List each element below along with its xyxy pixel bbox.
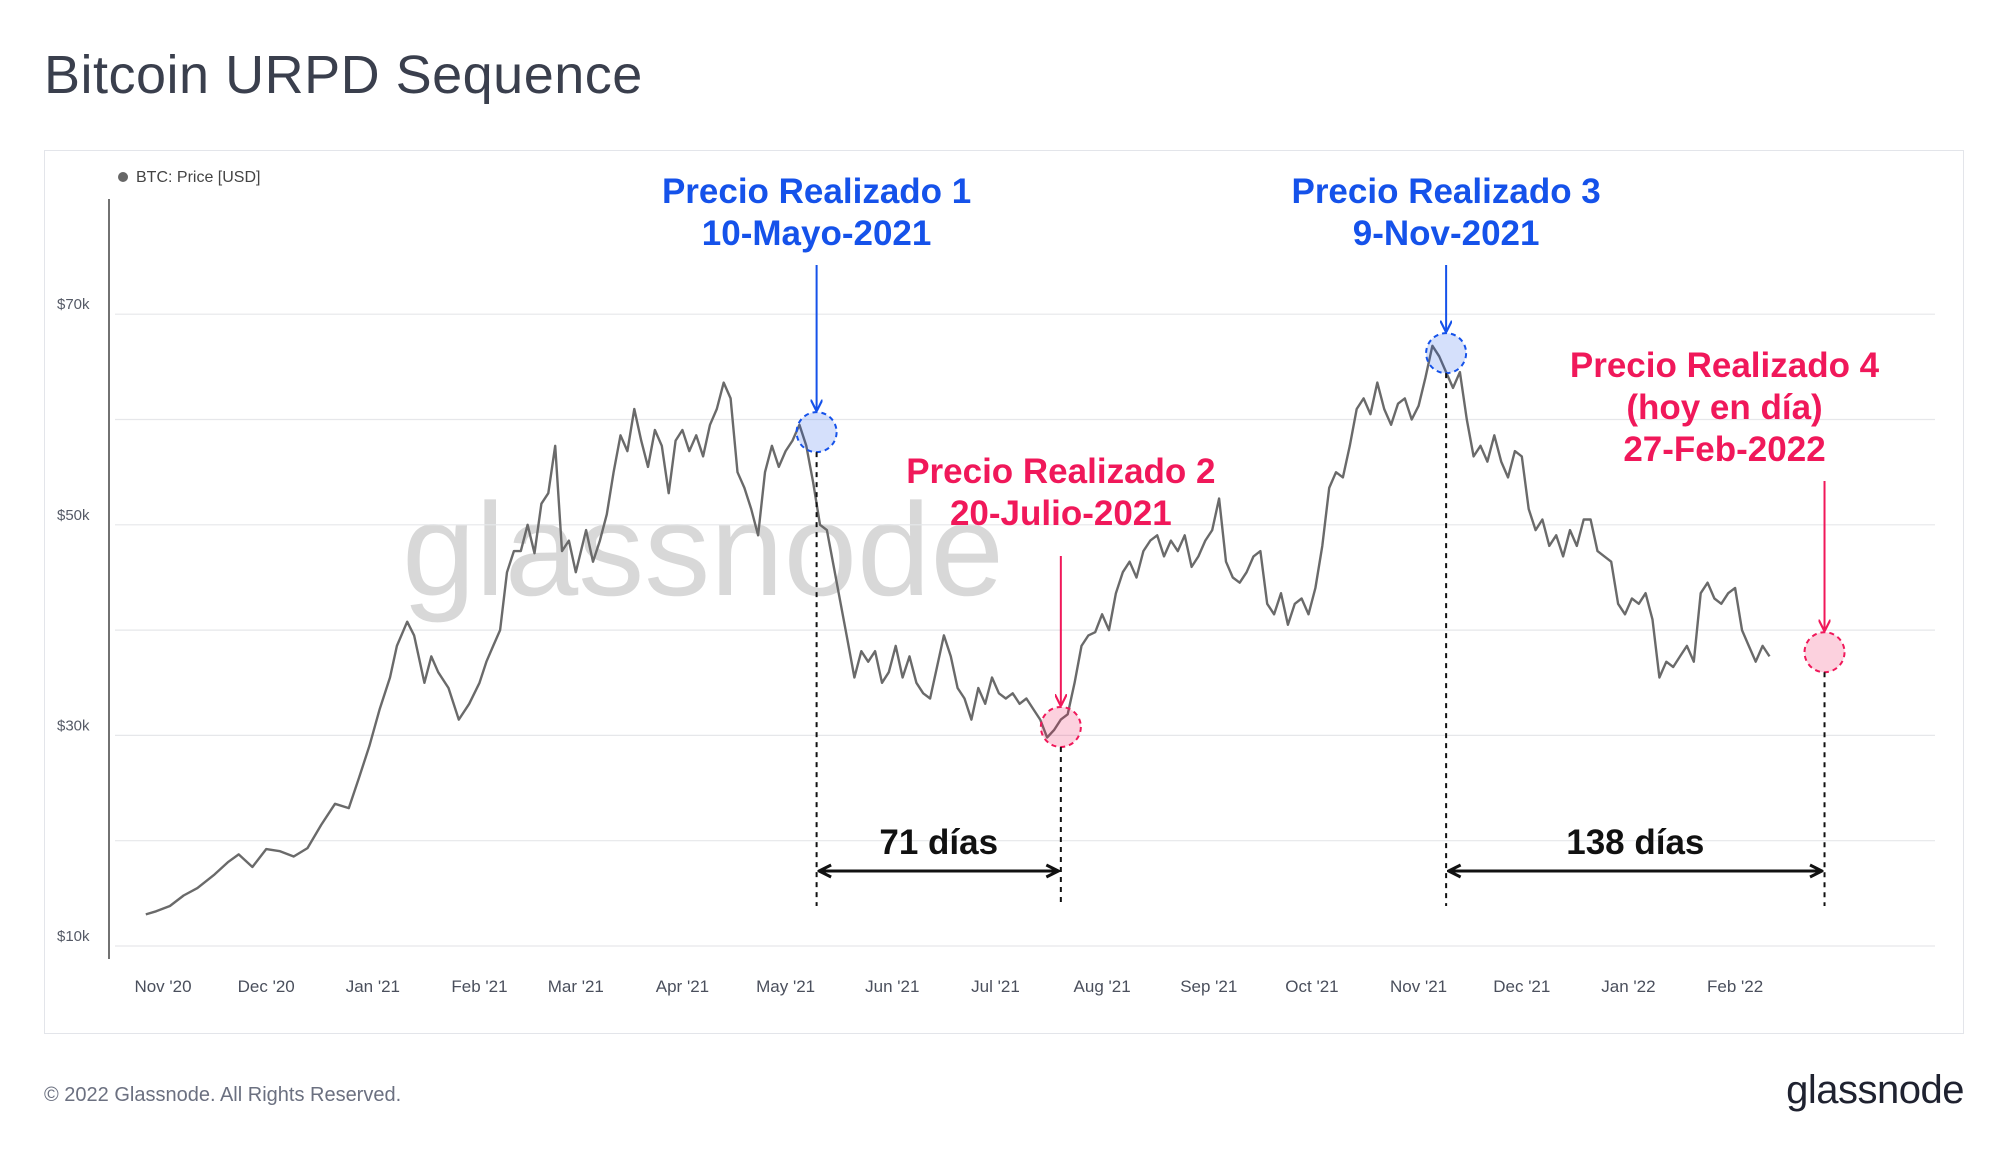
realized-price-annotation-2: Precio Realizado 220-Julio-2021 <box>906 452 1215 906</box>
annotation-label-line: 10-Mayo-2021 <box>702 214 932 253</box>
legend-label: BTC: Price [USD] <box>136 169 260 186</box>
x-tick-label: Apr '21 <box>656 977 709 996</box>
grid-lines <box>115 313 1935 947</box>
x-tick-label: Feb '21 <box>451 977 507 996</box>
span-label: 138 días <box>1566 823 1704 862</box>
y-tick-label: $10k <box>57 928 90 945</box>
annotation-label-line: Precio Realizado 3 <box>1291 172 1600 211</box>
duration-span-2: 138 días <box>1450 823 1820 871</box>
x-axis-ticks: Nov '20 Dec '20 Jan '21 Feb '21 Mar '21 Apr '… <box>134 977 1763 996</box>
btc-price-chart: glassnode BTC: Price [USD] $10k$30k$50k$… <box>57 169 1935 996</box>
page-title: Bitcoin URPD Sequence <box>44 45 643 105</box>
annotation-label-line: (hoy en día) <box>1626 388 1822 427</box>
annotation-label-line: Precio Realizado 4 <box>1570 346 1880 385</box>
x-tick-label: Jul '21 <box>971 977 1020 996</box>
btc-price-line <box>145 344 1771 916</box>
annotation-label-line: Precio Realizado 2 <box>906 452 1215 491</box>
x-tick-label: Feb '22 <box>1707 977 1763 996</box>
annotation-label-line: 27-Feb-2022 <box>1623 430 1825 469</box>
x-tick-label: Nov '21 <box>1390 977 1447 996</box>
duration-span-1: 71 días <box>821 823 1057 871</box>
highlight-circle <box>1803 631 1846 674</box>
x-tick-label: Jan '21 <box>346 977 400 996</box>
x-tick-label: Mar '21 <box>548 977 604 996</box>
x-tick-label: Dec '21 <box>1493 977 1550 996</box>
x-tick-label: Aug '21 <box>1074 977 1131 996</box>
x-tick-label: Jan '22 <box>1601 977 1655 996</box>
glassnode-logo: glassnode <box>1786 1068 1964 1112</box>
span-label: 71 días <box>879 823 998 862</box>
highlight-circle <box>1039 705 1082 748</box>
x-tick-label: May '21 <box>756 977 815 996</box>
annotation-label-line: 9-Nov-2021 <box>1353 214 1540 253</box>
realized-price-annotation-3: Precio Realizado 39-Nov-2021 <box>1291 172 1601 906</box>
glassnode-watermark: glassnode <box>402 476 1004 623</box>
legend: BTC: Price [USD] <box>118 169 260 186</box>
chart-frame: glassnode BTC: Price [USD] $10k $30k $50k $… <box>44 150 1964 1034</box>
realized-price-annotation-1: Precio Realizado 110-Mayo-2021 <box>662 172 971 906</box>
y-tick-label: $70k <box>57 296 90 313</box>
x-tick-label: Sep '21 <box>1180 977 1237 996</box>
highlight-circle <box>795 411 838 454</box>
annotation-label-line: 20-Julio-2021 <box>950 494 1172 533</box>
x-tick-label: Nov '20 <box>134 977 191 996</box>
x-tick-label: Jun '21 <box>865 977 919 996</box>
copyright-footer: © 2022 Glassnode. All Rights Reserved. <box>44 1084 402 1106</box>
x-tick-label: Oct '21 <box>1285 977 1338 996</box>
duration-spans: 71 días 138 días <box>821 823 1821 871</box>
y-tick-label: $30k <box>57 717 90 734</box>
realized-price-annotation-4: Precio Realizado 4(hoy en día)27-Feb-202… <box>1570 346 1880 906</box>
x-tick-label: Dec '20 <box>238 977 295 996</box>
y-tick-label: $50k <box>57 507 90 524</box>
annotation-label-line: Precio Realizado 1 <box>662 172 971 211</box>
highlight-circle <box>1425 332 1468 375</box>
y-axis-ticks: $10k $30k $50k $70k <box>57 296 90 945</box>
legend-dot <box>118 172 128 182</box>
